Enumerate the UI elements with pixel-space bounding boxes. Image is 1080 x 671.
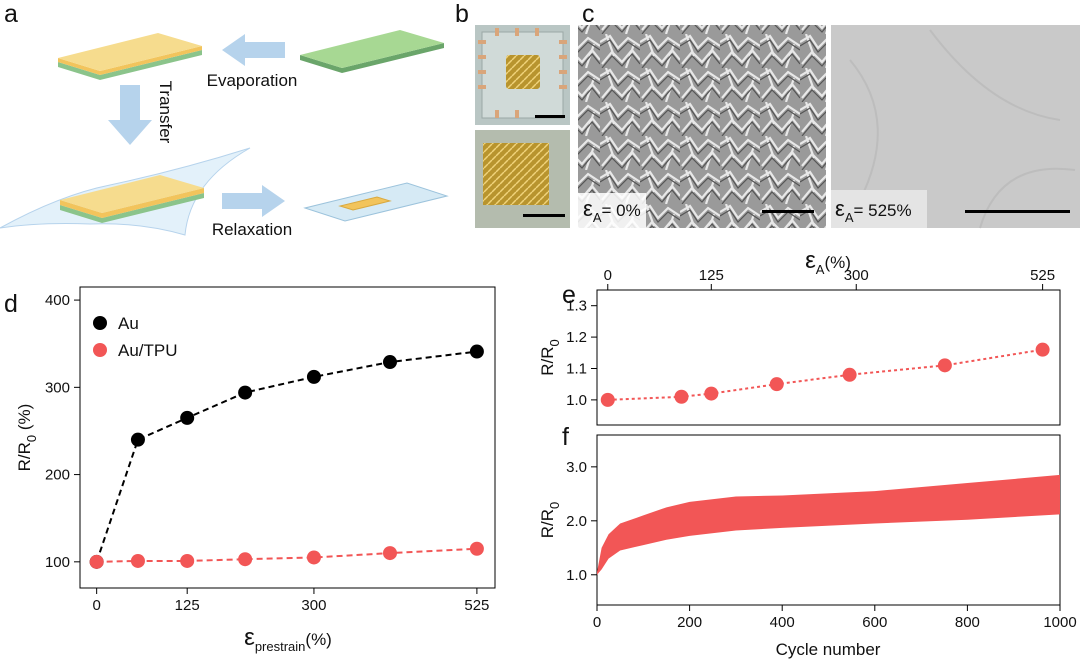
panel-label: f: [562, 423, 569, 451]
label-subscript: 0: [547, 502, 562, 509]
photo: [475, 25, 570, 228]
x-tick-label: 125: [699, 267, 724, 284]
data-point: [130, 553, 145, 568]
x-tick-label: 0: [604, 267, 612, 284]
label-part: R/R: [15, 442, 34, 471]
x-tick-label: 300: [844, 267, 869, 284]
x-tick-label: 1000: [1043, 614, 1076, 631]
label-subscript: prestrain: [255, 639, 306, 654]
label-part: ε: [244, 624, 255, 651]
data-point: [180, 410, 195, 425]
x-tick-label: 0: [593, 614, 601, 631]
panel-label: b: [455, 0, 469, 28]
label-part: R/R: [538, 346, 557, 375]
y-tick-label: 1.0: [566, 392, 587, 409]
plot-frame: [596, 289, 1061, 426]
image-annotation: εA= 0%: [583, 196, 641, 225]
x-tick-label: 525: [1030, 267, 1055, 284]
y-tick-label: 100: [45, 554, 70, 571]
x-tick-label: 800: [955, 614, 980, 631]
axis-label: R/R0: [538, 502, 562, 539]
data-point: [769, 377, 784, 392]
data-point: [180, 553, 195, 568]
x-tick-label: 600: [862, 614, 887, 631]
label-part: ε: [835, 196, 845, 221]
x-tick-label: 400: [770, 614, 795, 631]
label-part: = 525%: [853, 201, 911, 220]
axis-label: εprestrain(%): [244, 624, 332, 654]
x-tick-label: 125: [175, 597, 200, 614]
schematic: Transfer Evaporation Relaxation: [0, 30, 449, 239]
x-tick-label: 200: [677, 614, 702, 631]
legend-label: Au: [118, 314, 139, 333]
label-subscript: 0: [24, 435, 39, 442]
y-tick-label: 2.0: [566, 513, 587, 530]
label-subscript: 0: [547, 339, 562, 346]
legend-label: Au/TPU: [118, 341, 178, 360]
label-part: ε: [805, 247, 816, 274]
panel-label: e: [562, 281, 576, 309]
legend-marker: [93, 316, 107, 330]
y-tick-label: 300: [45, 379, 70, 396]
plot-frame: [596, 434, 1061, 606]
data-point: [937, 358, 952, 373]
x-tick-label: 0: [92, 597, 100, 614]
series-line: [96, 547, 477, 563]
data-point: [382, 546, 397, 561]
x-tick-label: 300: [301, 597, 326, 614]
y-tick-label: 1.2: [566, 329, 587, 346]
axis-label: Cycle number: [776, 640, 881, 659]
label-part: = 0%: [601, 201, 640, 220]
data-point: [306, 369, 321, 384]
axis-label: εA(%): [805, 247, 851, 277]
y-tick-label: 3.0: [566, 459, 587, 476]
panel-label: d: [4, 290, 18, 318]
label-part: (%): [15, 404, 34, 435]
data-point: [842, 367, 857, 382]
label-subscript: A: [816, 262, 825, 277]
label-part: (%): [824, 253, 850, 272]
axis-label: R/R0: [538, 339, 562, 376]
data-point: [674, 389, 689, 404]
data-point: [600, 392, 615, 407]
label-subscript: A: [593, 210, 602, 225]
data-point: [306, 550, 321, 565]
data-point: [1035, 342, 1050, 357]
step-label: Transfer: [156, 81, 175, 144]
panel-label: c: [582, 0, 595, 28]
data-point: [238, 385, 253, 400]
y-tick-label: 200: [45, 467, 70, 484]
label-part: ε: [583, 196, 593, 221]
label-subscript: A: [845, 210, 854, 225]
legend-marker: [93, 343, 107, 357]
panel-label: a: [4, 0, 18, 28]
data-point: [130, 432, 145, 447]
step-label: Evaporation: [207, 71, 298, 90]
band-area: [597, 474, 1060, 575]
image-annotation: εA= 525%: [835, 196, 912, 225]
y-tick-label: 1.0: [566, 567, 587, 584]
series-line: [95, 350, 478, 563]
axis-label: R/R0 (%): [15, 404, 39, 472]
x-tick-label: 525: [464, 597, 489, 614]
data-point: [89, 554, 104, 569]
label-part: (%): [305, 630, 331, 649]
plot-frame: [79, 286, 496, 589]
y-tick-label: 1.3: [566, 298, 587, 315]
data-point: [469, 344, 484, 359]
label-part: R/R: [538, 509, 557, 538]
data-point: [238, 552, 253, 567]
data-point: [704, 386, 719, 401]
data-point: [382, 355, 397, 370]
sem-image: [578, 25, 1080, 229]
step-label: Relaxation: [212, 220, 292, 239]
y-tick-label: 1.1: [566, 360, 587, 377]
y-tick-label: 400: [45, 292, 70, 309]
data-point: [469, 541, 484, 556]
series-line: [607, 348, 1043, 401]
